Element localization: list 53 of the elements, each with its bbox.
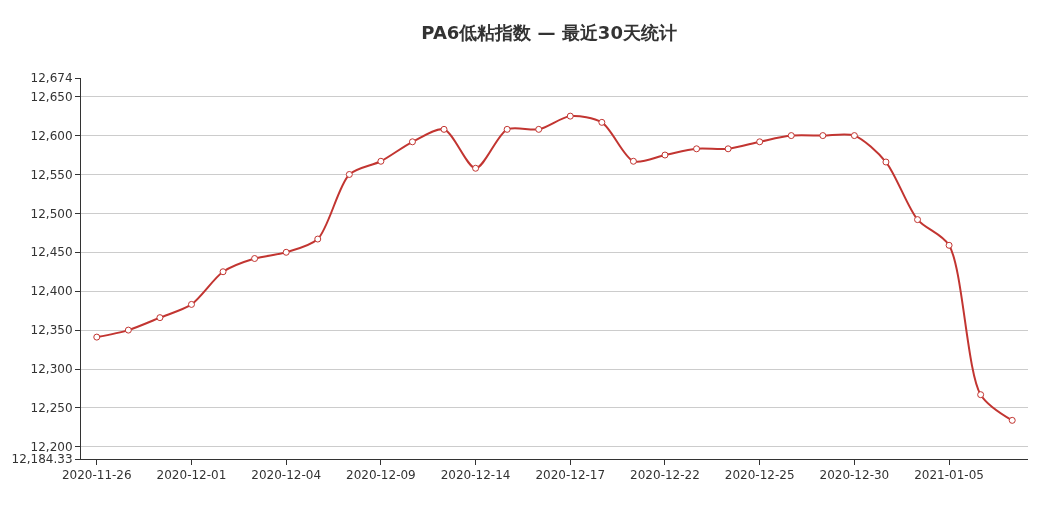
point [629,157,637,165]
point [945,241,953,249]
point [187,300,195,308]
x-tick-label: 2020-12-17 [535,468,606,483]
point [914,216,922,224]
point [219,268,227,276]
x-tick-label: 2020-12-14 [440,468,511,483]
point [724,145,732,153]
y-tick-label: 12,184.33 [11,452,73,467]
x-tick-label: 2020-12-30 [819,468,890,483]
y-tick-label: 12,650 [30,89,73,104]
y-tick-label: 12,250 [30,401,73,416]
point [124,326,132,334]
y-tick-label: 12,400 [30,284,73,299]
x-tick-label: 2020-11-26 [61,468,132,483]
y-tick-label: 12,600 [30,128,73,143]
point [282,248,290,256]
point [472,164,480,172]
x-tick-label: 2020-12-22 [630,468,700,483]
point [93,333,101,341]
y-tick-label: 12,300 [30,362,73,377]
point [156,314,164,322]
point [314,235,322,243]
x-tick-label: 2020-12-25 [724,468,795,483]
point [787,132,795,140]
point [566,112,574,120]
point [251,255,259,263]
chart-title: PA6低粘指数 — 最近30天统计 [421,22,677,44]
point [819,132,827,140]
x-tick-label: 2021-01-05 [914,468,984,483]
x-tick-label: 2020-12-01 [156,468,227,483]
y-tick-label: 12,674 [30,71,73,86]
point [977,391,985,399]
point [503,125,511,133]
point [377,157,385,165]
point [440,125,448,133]
y-tick-label: 12,500 [30,206,73,221]
x-tick-label: 2020-12-04 [251,468,322,483]
point [408,138,416,146]
x-tick-label: 2020-12-09 [346,468,416,483]
point [598,118,606,126]
y-tick-label: 12,350 [30,323,73,338]
point [535,125,543,133]
point [1008,416,1016,424]
point [882,158,890,166]
y-tick-label: 12,550 [30,167,73,182]
point [850,132,858,140]
point [345,170,353,178]
point [756,138,764,146]
y-tick-label: 12,200 [30,440,73,455]
y-tick-label: 12,450 [30,245,73,260]
point [661,151,669,159]
point [693,145,701,153]
